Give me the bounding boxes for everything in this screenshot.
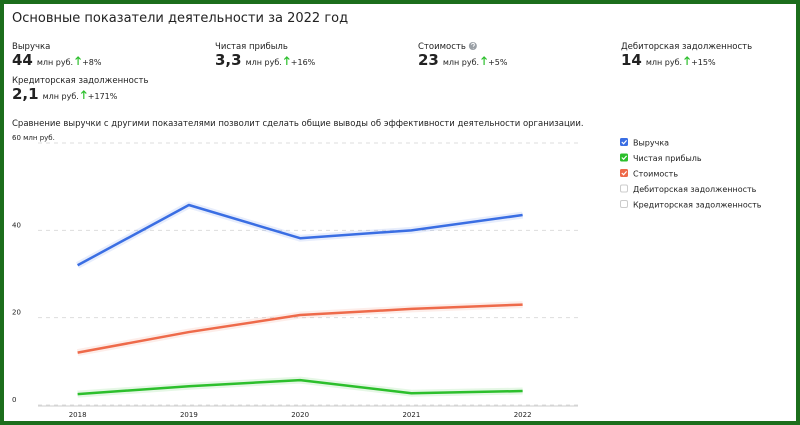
up-arrow — [283, 56, 290, 65]
y-tick-label: 0 — [12, 396, 16, 404]
metric-unit: млн руб. — [43, 92, 79, 101]
x-tick-label: 2018 — [69, 411, 87, 419]
legend-label[interactable]: Стоимость — [633, 170, 678, 179]
metric-unit: млн руб. — [646, 58, 682, 67]
legend-checkbox[interactable] — [620, 184, 628, 193]
metric-change: +171% — [88, 92, 118, 101]
help-icon[interactable] — [468, 42, 477, 50]
legend-label[interactable]: Кредиторская задолженность — [633, 201, 762, 210]
description: Сравнение выручки с другими показателями… — [12, 119, 584, 129]
up-arrow — [481, 56, 488, 65]
metric-unit: млн руб. — [443, 58, 479, 67]
legend-checkbox[interactable] — [620, 153, 628, 162]
metric-value: 23 — [418, 51, 439, 69]
x-tick-label: 2019 — [180, 411, 198, 419]
title: Основные показатели деятельности за 2022… — [12, 11, 348, 26]
metric-unit: млн руб. — [246, 58, 282, 67]
metric-change: +5% — [488, 58, 508, 67]
legend-label[interactable]: Чистая прибыль — [633, 154, 702, 163]
metric-unit: млн руб. — [37, 58, 73, 67]
metric-change: +16% — [291, 58, 316, 67]
y-tick-label: 60 млн руб. — [12, 134, 55, 142]
metric-label: Дебиторская задолженность — [621, 42, 752, 52]
metric-value: 44 — [12, 51, 33, 69]
legend-checkbox[interactable] — [620, 169, 628, 177]
x-tick-label: 2022 — [514, 411, 532, 419]
metric-value: 2,1 — [12, 85, 39, 103]
checkmark — [621, 155, 628, 161]
series-line — [77, 303, 523, 354]
x-tick-label: 2020 — [291, 411, 309, 419]
legend-checkbox[interactable] — [620, 138, 628, 146]
x-tick-label: 2021 — [402, 411, 420, 419]
checkmark — [621, 171, 628, 176]
legend-label[interactable]: Выручка — [633, 139, 669, 148]
metric-value: 14 — [621, 51, 642, 69]
up-arrow — [75, 56, 82, 65]
help-icon-mark — [471, 42, 475, 49]
metric-change: +15% — [691, 58, 716, 67]
y-tick-label: 40 — [12, 221, 21, 229]
checkmark — [621, 140, 628, 145]
metric-label: Чистая прибыль — [215, 42, 288, 52]
y-tick-label: 20 — [12, 309, 21, 317]
legend-checkbox[interactable] — [620, 200, 628, 208]
series-line — [77, 203, 523, 267]
series-line — [77, 378, 523, 396]
panel — [4, 4, 796, 421]
metric-value: 3,3 — [215, 51, 242, 69]
metric-label: Выручка — [12, 42, 50, 52]
up-arrow — [684, 56, 691, 65]
legend-label[interactable]: Дебиторская задолженность — [633, 185, 757, 194]
metric-change: +8% — [82, 58, 102, 67]
metric-label: Стоимость — [418, 42, 466, 52]
up-arrow — [80, 90, 87, 99]
metric-label: Кредиторская задолженность — [12, 76, 149, 86]
